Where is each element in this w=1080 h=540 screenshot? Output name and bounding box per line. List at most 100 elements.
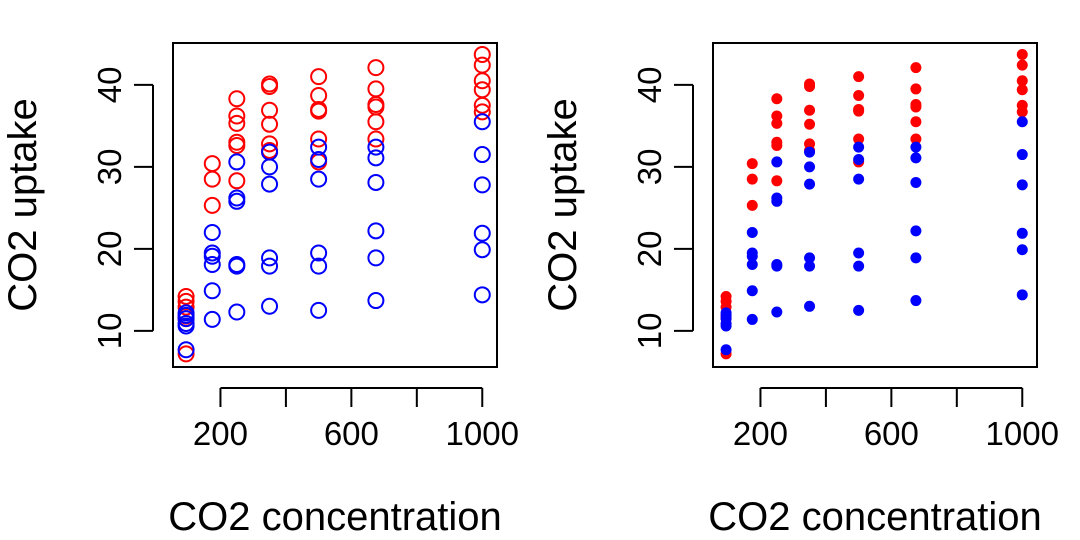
open-circle-point (203, 282, 221, 300)
open-circle-point (261, 77, 279, 95)
open-circle-point (228, 192, 246, 210)
right-scatter-panel: CO2 concentration CO2 uptake 200 600 1000 1… (541, 42, 1059, 539)
filled-dot-point (910, 83, 922, 95)
x-axis-label: CO2 concentration (708, 495, 1042, 539)
open-circle-point (310, 301, 328, 319)
filled-dot-point (853, 141, 865, 153)
filled-dot-point (910, 295, 922, 307)
filled-dot-point (746, 173, 758, 185)
filled-dot-point (1016, 179, 1028, 191)
open-circle-point (367, 138, 385, 156)
plot-frame (712, 42, 1038, 368)
filled-dot-point (771, 175, 783, 187)
open-circle-point (177, 310, 195, 328)
open-circle-point (367, 292, 385, 310)
open-circle-point (177, 345, 195, 363)
filled-dot-point (746, 199, 758, 211)
open-circle-point (473, 72, 491, 90)
open-circle-point (228, 303, 246, 321)
filled-dot-point (746, 313, 758, 325)
x-tick-label: 600 (864, 415, 919, 452)
filled-dot-point (910, 141, 922, 153)
open-circle-point (473, 286, 491, 304)
filled-dot-point (1016, 116, 1028, 128)
open-circle-point (261, 257, 279, 275)
open-circle-point (310, 150, 328, 168)
filled-dot-point (910, 225, 922, 237)
filled-dot-point (804, 178, 816, 190)
open-circle-point (203, 310, 221, 328)
open-circle-point (203, 196, 221, 214)
open-circle-point (473, 241, 491, 259)
open-circle-point (310, 170, 328, 188)
filled-dot-point (1016, 244, 1028, 256)
filled-dot-point (853, 133, 865, 145)
filled-dot-point (1016, 75, 1028, 87)
open-circle-point (310, 68, 328, 86)
open-circle-point (177, 341, 195, 359)
open-circle-point (310, 244, 328, 262)
filled-dot-point (746, 158, 758, 170)
filled-dot-point (804, 300, 816, 312)
open-circle-point (203, 155, 221, 173)
open-circle-point (261, 297, 279, 315)
open-circle-point (261, 158, 279, 176)
x-tick-label: 1000 (986, 415, 1059, 452)
filled-dot-point (771, 156, 783, 168)
open-circle-point (228, 133, 246, 151)
filled-dot-point (746, 258, 758, 270)
open-circle-point (473, 113, 491, 131)
filled-dot-point (804, 260, 816, 272)
filled-dot-point (853, 105, 865, 117)
filled-dot-point (910, 101, 922, 113)
x-tick-label: 1000 (446, 415, 519, 452)
filled-dot-point (853, 153, 865, 165)
open-circle-point (473, 45, 491, 63)
filled-dot-point (853, 71, 865, 83)
open-circle-point (203, 255, 221, 273)
open-circle-point (367, 149, 385, 167)
y-tick-label: 20 (631, 231, 668, 268)
open-circle-point (261, 249, 279, 267)
x-axis-label: CO2 concentration (168, 495, 502, 539)
open-circle-point (177, 287, 195, 305)
open-circle-point (228, 107, 246, 125)
filled-dot-point (746, 285, 758, 297)
open-circle-point (228, 172, 246, 190)
filled-dot-point (853, 304, 865, 316)
open-circle-point (310, 138, 328, 156)
filled-dot-point (771, 117, 783, 129)
filled-dot-point (853, 89, 865, 101)
open-circle-point (310, 257, 328, 275)
filled-dot-point (804, 80, 816, 92)
open-circle-point (228, 114, 246, 132)
y-tick-label: 40 (91, 66, 128, 103)
open-circle-point (228, 257, 246, 275)
open-circle-point (473, 81, 491, 99)
open-circle-point (473, 103, 491, 121)
open-circle-point (367, 249, 385, 267)
open-circle-point (228, 153, 246, 171)
open-circle-point (473, 56, 491, 74)
open-circle-point (473, 146, 491, 164)
filled-dot-point (771, 93, 783, 105)
open-circle-point (228, 137, 246, 155)
filled-dot-point (746, 226, 758, 238)
filled-dot-point (1016, 227, 1028, 239)
open-circle-point (177, 317, 195, 335)
y-tick-label: 30 (631, 148, 668, 185)
y-axis-label: CO2 uptake (1, 98, 45, 311)
filled-dot-point (771, 140, 783, 152)
filled-dot-point (910, 252, 922, 264)
filled-dot-point (1016, 106, 1028, 118)
open-circle-point (228, 90, 246, 108)
open-circle-point (367, 173, 385, 191)
open-circle-point (203, 170, 221, 188)
filled-dot-point (804, 252, 816, 264)
filled-dot-point (720, 320, 732, 332)
open-circle-point (261, 135, 279, 153)
filled-dot-point (853, 247, 865, 259)
filled-dot-point (910, 133, 922, 145)
filled-dot-point (804, 118, 816, 130)
